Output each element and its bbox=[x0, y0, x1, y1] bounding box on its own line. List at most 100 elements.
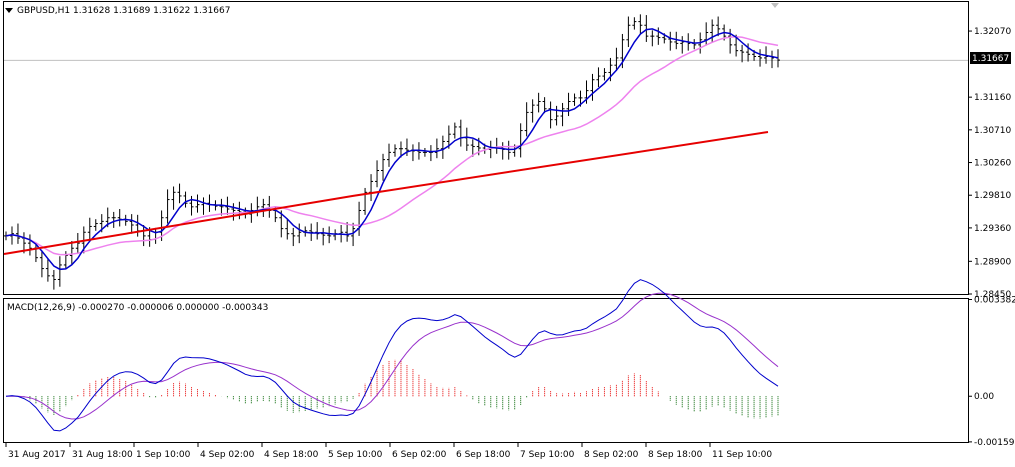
ohlc-bar bbox=[422, 148, 427, 157]
ohlc-bar bbox=[590, 73, 595, 101]
ohlc-bar bbox=[398, 141, 403, 158]
time-tick-label: 7 Sep 10:00 bbox=[520, 450, 575, 460]
ohlc-bar bbox=[746, 43, 751, 62]
ohlc-bar bbox=[75, 232, 80, 255]
ohlc-bar bbox=[327, 226, 332, 244]
ohlc-bar bbox=[740, 44, 745, 63]
symbol-header: GBPUSD,H1 1.31628 1.31689 1.31622 1.3166… bbox=[17, 6, 230, 16]
ohlc-bar bbox=[566, 92, 571, 117]
ohlc-bar bbox=[554, 105, 559, 126]
ohlc-bar bbox=[602, 68, 607, 81]
price-tick-label: 1.30710 bbox=[974, 126, 1011, 136]
time-tick-label: 11 Sep 10:00 bbox=[712, 450, 772, 460]
time-tick-label: 31 Aug 2017 bbox=[8, 450, 66, 460]
price-plot bbox=[3, 14, 968, 290]
ohlc-bar bbox=[680, 36, 685, 54]
ohlc-bar bbox=[404, 138, 409, 156]
ohlc-bar bbox=[440, 135, 445, 159]
macd-main-line bbox=[5, 279, 779, 432]
ohlc-bar bbox=[536, 92, 541, 113]
current-price-label: 1.31667 bbox=[972, 54, 1009, 64]
ohlc-bar bbox=[470, 139, 475, 157]
ohlc-bar bbox=[351, 222, 356, 247]
ohlc-bar bbox=[285, 218, 290, 240]
ohlc-bar bbox=[548, 101, 553, 129]
ohlc-bar bbox=[87, 217, 92, 240]
ohlc-bar bbox=[345, 222, 350, 242]
ohlc-bar bbox=[45, 258, 50, 282]
ohlc-bar bbox=[656, 27, 661, 45]
ohlc-bar bbox=[710, 19, 715, 43]
ohlc-bar bbox=[626, 16, 631, 48]
ohlc-bar bbox=[596, 67, 601, 87]
ma-fast-line bbox=[5, 28, 779, 271]
ohlc-bar bbox=[195, 194, 200, 213]
price-tick-label: 1.31160 bbox=[974, 93, 1011, 103]
ohlc-bar bbox=[387, 143, 392, 167]
time-tick-label: 5 Sep 10:00 bbox=[328, 450, 383, 460]
ohlc-bar bbox=[261, 198, 266, 218]
ohlc-bar bbox=[375, 160, 380, 188]
ohlc-bar bbox=[674, 31, 679, 50]
ohlc-bar bbox=[177, 183, 182, 204]
price-tick-label: 1.29810 bbox=[974, 191, 1011, 201]
macd-header: MACD(12,26,9) -0.000270 -0.000006 0.0000… bbox=[7, 303, 268, 313]
ohlc-bar bbox=[237, 201, 242, 220]
macd-signal-line bbox=[5, 292, 779, 420]
ohlc-bar bbox=[530, 99, 535, 123]
ohlc-bar bbox=[51, 270, 56, 290]
time-tick-label: 8 Sep 02:00 bbox=[584, 450, 639, 460]
price-tick-label: 1.30260 bbox=[974, 159, 1011, 169]
ohlc-bar bbox=[15, 223, 20, 244]
ohlc-bar bbox=[231, 203, 236, 221]
ohlc-bar bbox=[392, 144, 397, 157]
price-panel-frame bbox=[3, 1, 969, 295]
price-tick-label: 1.28900 bbox=[974, 257, 1011, 267]
price-tick-label: 1.32070 bbox=[974, 27, 1011, 37]
ohlc-bar bbox=[279, 210, 284, 238]
ohlc-bar bbox=[297, 223, 302, 244]
price-axis: 1.32070 1.31160 1.30710 1.30260 1.29810 1.293… bbox=[968, 27, 1011, 300]
ohlc-bar bbox=[27, 234, 32, 256]
ohlc-bar bbox=[57, 256, 62, 287]
ohlc-bar bbox=[291, 227, 296, 247]
macd-axis: 0.003382 0.00 -0.001596 bbox=[968, 296, 1015, 448]
ma-slow-line bbox=[3, 131, 769, 255]
ohlc-bar bbox=[183, 191, 188, 208]
ohlc-bar bbox=[428, 145, 433, 162]
ohlc-bar bbox=[716, 16, 721, 37]
ma-medium-line bbox=[5, 35, 779, 256]
ohlc-bar bbox=[363, 187, 368, 215]
ohlc-bar bbox=[644, 15, 649, 42]
ohlc-bar bbox=[381, 153, 386, 181]
ohlc-bar bbox=[542, 97, 547, 114]
ohlc-bar bbox=[39, 250, 44, 278]
current-price-badge: 1.31667 bbox=[970, 52, 1011, 64]
macd-plot bbox=[5, 279, 779, 432]
triangle-down-icon[interactable] bbox=[5, 8, 13, 13]
ohlc-bar bbox=[758, 49, 763, 67]
ohlc-bar bbox=[560, 102, 565, 127]
time-tick-label: 6 Sep 18:00 bbox=[456, 450, 511, 460]
ohlc-bar bbox=[650, 30, 655, 47]
ohlc-bar bbox=[452, 122, 457, 139]
ohlc-bar bbox=[518, 123, 523, 158]
price-tick-label: 1.28450 bbox=[974, 290, 1011, 300]
scroll-marker-icon[interactable] bbox=[771, 3, 779, 8]
ohlc-bar bbox=[572, 93, 577, 106]
ohlc-bar bbox=[171, 186, 176, 210]
ohlc-bar bbox=[219, 198, 224, 216]
ohlc-bar bbox=[704, 22, 709, 46]
ohlc-bar bbox=[321, 227, 326, 246]
time-tick-label: 31 Aug 18:00 bbox=[72, 450, 133, 460]
ohlc-bar bbox=[111, 211, 116, 228]
ohlc-bar bbox=[165, 189, 170, 224]
time-tick-label: 4 Sep 18:00 bbox=[264, 450, 319, 460]
time-tick-label: 4 Sep 02:00 bbox=[200, 450, 255, 460]
price-tick-label: 1.29360 bbox=[974, 224, 1011, 234]
symbol-header-group: GBPUSD,H1 1.31628 1.31689 1.31622 1.3166… bbox=[5, 6, 230, 16]
macd-panel-frame bbox=[3, 298, 969, 443]
ohlc-bar bbox=[614, 47, 619, 72]
time-tick-label: 8 Sep 18:00 bbox=[648, 450, 703, 460]
